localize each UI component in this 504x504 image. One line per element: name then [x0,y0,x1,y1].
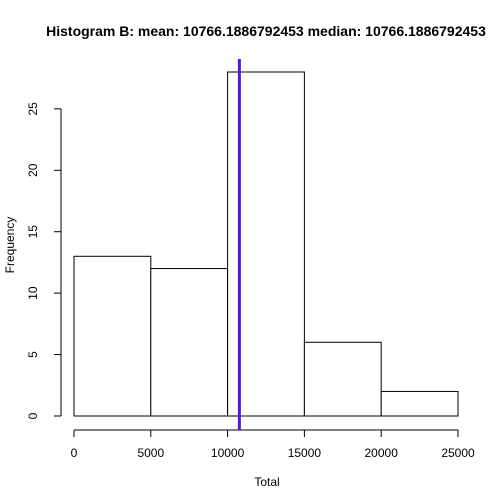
y-axis: 0 5 10 15 20 25 [26,102,62,419]
x-axis-label: Total [254,475,279,489]
y-axis-label: Frequency [3,217,17,274]
x-tick-label-0: 0 [71,446,78,460]
x-axis: 0 5000 10000 15000 20000 25000 [71,429,475,460]
bars-group [73,71,459,417]
y-tick-label-0: 0 [26,412,40,419]
y-tick-label-5: 5 [26,351,40,358]
x-tick-label-5000: 5000 [137,446,164,460]
y-tick-label-15: 15 [26,225,40,239]
x-tick-label-15000: 15000 [288,446,322,460]
x-tick-label-20000: 20000 [365,446,399,460]
x-tick-label-10000: 10000 [211,446,245,460]
y-tick-label-20: 20 [26,163,40,177]
histogram-bar-1 [73,255,152,417]
histogram-bar-4 [303,341,382,417]
histogram-bar-2 [150,268,229,417]
chart-title: Histogram B: mean: 10766.1886792453 medi… [46,23,486,39]
histogram-bar-5 [380,390,459,417]
y-tick-label-25: 25 [26,102,40,116]
y-tick-label-10: 10 [26,286,40,300]
x-tick-label-25000: 25000 [441,446,475,460]
